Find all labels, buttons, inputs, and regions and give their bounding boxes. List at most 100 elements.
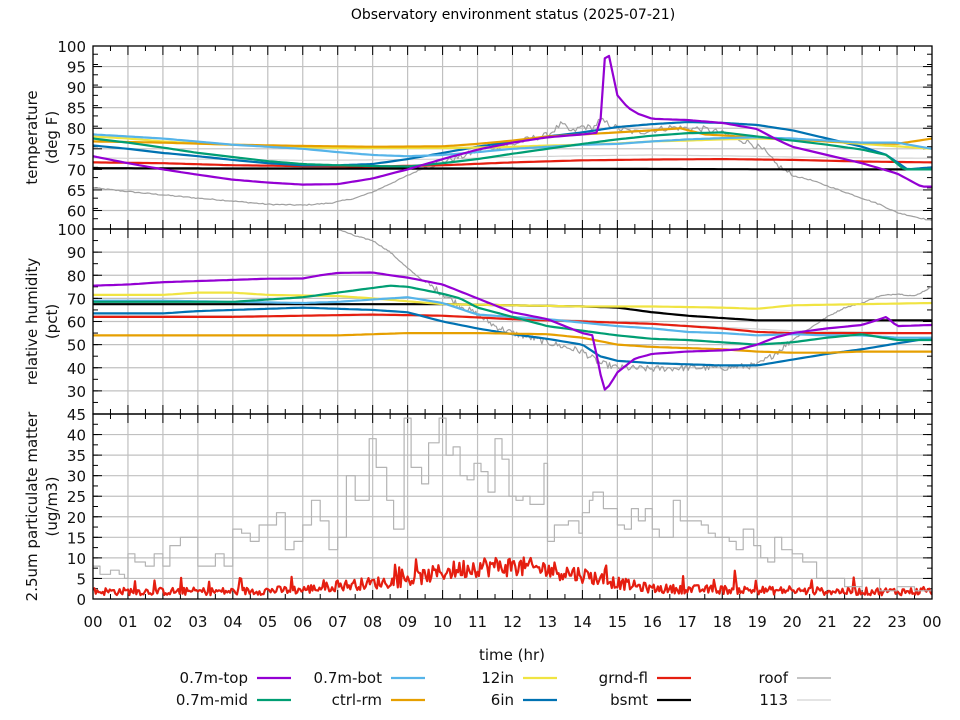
legend-item: ctrl-rm [332, 691, 425, 709]
x-tick-label: 00 [83, 613, 102, 631]
y-tick-label: 80 [67, 267, 86, 285]
x-tick-label: 03 [188, 613, 207, 631]
series-line-ctrl-rm [93, 332, 932, 354]
legend-label: grnd-fl [599, 669, 648, 687]
legend-item: 0.7m-mid [176, 691, 291, 709]
y-tick-label: 35 [67, 447, 86, 465]
y-tick-label: 70 [67, 161, 86, 179]
y-tick-label: 80 [67, 120, 86, 138]
y-tick-label: 30 [67, 383, 86, 401]
x-tick-label: 02 [153, 613, 172, 631]
x-tick-labels: 00 01 02 03 04 05 06 07 08 09 10 11 12 13 14 15 16 17 18 19… [83, 613, 941, 631]
panel-2: 30 40 50 60 70 80 90 100 relative humidity (pct) [23, 221, 933, 415]
x-tick-label: 20 [783, 613, 802, 631]
y-tick-label: 60 [67, 202, 86, 220]
y-tick-label: 20 [67, 509, 86, 527]
panel-1: 60 65 70 75 80 85 90 95 100 temperature (deg F) [23, 38, 933, 230]
x-tick-label: 07 [328, 613, 347, 631]
legend-label: ctrl-rm [332, 691, 382, 709]
legend-label: roof [759, 669, 789, 687]
x-tick-label: 11 [468, 613, 487, 631]
x-axis-label: time (hr) [479, 646, 545, 664]
series-line-12in [93, 291, 932, 310]
y-tick-label: 60 [67, 314, 86, 332]
legend-item: 0.7m-bot [314, 669, 425, 687]
x-tick-label: 18 [713, 613, 732, 631]
x-tick-label: 00 [922, 613, 941, 631]
legend-item: roof [759, 669, 831, 687]
x-tick-label: 04 [223, 613, 242, 631]
series-line-0.7m-top [93, 271, 932, 391]
x-tick-label: 06 [293, 613, 312, 631]
x-tick-label: 10 [433, 613, 452, 631]
y-tick-label: 30 [67, 468, 86, 486]
series-line-grnd-fl [93, 158, 932, 168]
legend-label: 113 [759, 691, 788, 709]
x-tick-label: 01 [118, 613, 137, 631]
series-group [93, 417, 932, 597]
y-tick-label: 50 [67, 337, 86, 355]
legend-label: bsmt [610, 691, 648, 709]
y-tick-label: 85 [67, 100, 86, 118]
y-axis-label-units: (pct) [43, 304, 61, 339]
legend-label: 0.7m-top [180, 669, 248, 687]
x-tick-label: 15 [608, 613, 627, 631]
series-group [93, 229, 932, 391]
y-tick-label: 15 [67, 529, 86, 547]
legend-item: 0.7m-top [180, 669, 291, 687]
x-tick-label: 12 [503, 613, 522, 631]
legend-item: 113 [759, 691, 831, 709]
x-tick-label: 16 [643, 613, 662, 631]
legend-item: grnd-fl [599, 669, 691, 687]
legend-item: bsmt [610, 691, 691, 709]
y-tick-label: 100 [57, 38, 86, 56]
series-line-0.7m-bot [93, 133, 932, 158]
y-tick-label: 45 [67, 406, 86, 424]
x-tick-label: 22 [853, 613, 872, 631]
x-tick-label: 19 [748, 613, 767, 631]
legend-label: 12in [481, 669, 514, 687]
legend-label: 0.7m-mid [176, 691, 248, 709]
legend-item: 12in [481, 669, 557, 687]
x-tick-label: 23 [887, 613, 906, 631]
series-line-roof [93, 117, 932, 221]
y-tick-label: 90 [67, 79, 86, 97]
panel-3: 0 5 10 15 20 25 30 35 40 45 2.5um particulate matt… [23, 406, 933, 609]
legend-item: 6in [491, 691, 557, 709]
series-line-roof [302, 229, 932, 372]
y-tick-label: 0 [76, 591, 86, 609]
x-tick-label: 05 [258, 613, 277, 631]
x-tick-label: 09 [398, 613, 417, 631]
legend: 0.7m-top 0.7m-mid 0.7m-bot ctrl-rm 12in 6in gr… [176, 669, 831, 709]
x-tick-label: 17 [678, 613, 697, 631]
y-tick-label: 65 [67, 182, 86, 200]
x-tick-label: 13 [538, 613, 557, 631]
panel-frame [92, 413, 933, 600]
y-tick-label: 90 [67, 244, 86, 262]
y-axis-label-units: (deg F) [43, 111, 61, 164]
x-tick-label: 14 [573, 613, 592, 631]
series-line-0.7m-mid [93, 131, 932, 171]
y-axis-label: temperature [23, 90, 41, 184]
series-line-bsmt [93, 167, 932, 171]
y-tick-label: 75 [67, 141, 86, 159]
series-line-roof [93, 417, 932, 592]
x-tick-label: 21 [818, 613, 837, 631]
y-tick-label: 95 [67, 59, 86, 77]
series-line-0.7m-mid [93, 284, 932, 346]
y-tick-label: 5 [76, 570, 86, 588]
y-axis-label: relative humidity [23, 258, 41, 386]
legend-label: 0.7m-bot [314, 669, 383, 687]
y-tick-label: 70 [67, 290, 86, 308]
y-axis-label: 2.5um particulate matter [23, 411, 41, 601]
y-tick-label: 25 [67, 488, 86, 506]
legend-label: 6in [491, 691, 514, 709]
series-group [93, 54, 932, 221]
y-tick-label: 40 [67, 427, 86, 445]
y-tick-label: 10 [67, 550, 86, 568]
y-tick-label: 100 [57, 221, 86, 239]
y-tick-label: 40 [67, 360, 86, 378]
chart-title: Observatory environment status (2025-07-… [351, 7, 675, 23]
